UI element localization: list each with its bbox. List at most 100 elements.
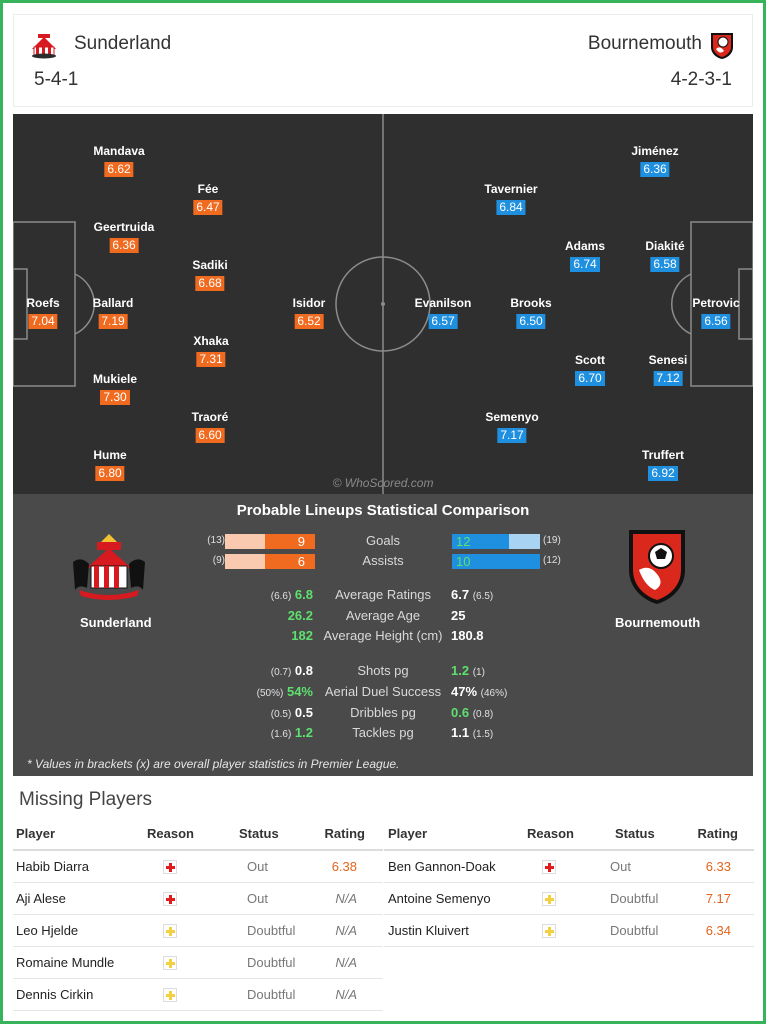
away-stat: 1.2 (1) <box>451 663 485 678</box>
col-status: Status <box>239 826 279 841</box>
missing-player-rating: N/A <box>335 987 357 1002</box>
home-overall-value: (9) <box>212 555 225 566</box>
injury-cross-icon <box>542 860 556 874</box>
away-stat: 25 <box>451 608 465 623</box>
away-stat: 0.6 (0.8) <box>451 705 493 720</box>
missing-player-rating: 6.38 <box>331 859 357 874</box>
missing-player-name[interactable]: Leo Hjelde <box>16 923 79 938</box>
stat-row: (6.6) 6.8 Average Ratings 6.7 (6.5) <box>13 587 753 605</box>
missing-player-name[interactable]: Ben Gannon-Doak <box>388 859 496 874</box>
player-card[interactable]: Brooks 6.50 <box>510 296 552 330</box>
away-bar-value: 12 <box>456 534 471 549</box>
home-bar-value: 9 <box>297 534 305 549</box>
player-rating: 6.58 <box>650 257 680 272</box>
player-card[interactable]: Mukiele 7.30 <box>93 372 137 406</box>
player-name: Senesi <box>648 353 688 367</box>
comparison-footnote: * Values in brackets (x) are overall pla… <box>27 757 400 771</box>
doubtful-cross-icon <box>542 892 556 906</box>
away-team-name[interactable]: Bournemouth <box>587 33 702 54</box>
player-rating: 7.30 <box>100 390 130 405</box>
stat-bar-row: (13) 9 Goals 12 (19) <box>13 532 753 550</box>
home-team-name[interactable]: Sunderland <box>74 33 172 54</box>
player-card[interactable]: Semenyo 7.17 <box>485 410 539 444</box>
player-name: Fée <box>197 182 219 196</box>
player-name: Mukiele <box>92 372 138 386</box>
stat-bar-row: (9) 6 Assists 10 (12) <box>13 552 753 570</box>
player-card[interactable]: Scott 6.70 <box>575 353 605 387</box>
player-card[interactable]: Senesi 7.12 <box>648 353 688 387</box>
player-card[interactable]: Petrovic 6.56 <box>692 296 740 330</box>
away-overall-value: (12) <box>543 555 561 566</box>
home-value: 182 <box>291 628 313 643</box>
player-name: Semenyo <box>485 410 539 424</box>
away-overall-value: (19) <box>543 535 561 546</box>
player-name: Mandava <box>93 144 145 158</box>
player-rating: 7.12 <box>653 371 683 386</box>
missing-player-row[interactable]: Romaine Mundle Doubtful N/A <box>13 947 383 979</box>
home-bar-track: 9 <box>225 534 315 549</box>
missing-player-name[interactable]: Dennis Cirkin <box>16 987 94 1002</box>
player-rating: 6.92 <box>648 466 678 481</box>
away-stat: 180.8 <box>451 628 484 643</box>
missing-player-row[interactable]: Ben Gannon-Doak Out 6.33 <box>384 851 754 883</box>
player-card[interactable]: Fée 6.47 <box>193 182 223 216</box>
stat-row: 26.2 Average Age 25 <box>13 608 753 626</box>
away-overall-value: (6.5) <box>472 591 494 602</box>
player-card[interactable]: Xhaka 7.31 <box>193 334 229 368</box>
home-overall-value: (13) <box>207 535 225 546</box>
injury-cross-icon <box>163 860 177 874</box>
missing-player-name[interactable]: Habib Diarra <box>16 859 89 874</box>
missing-player-row[interactable]: Justin Kluivert Doubtful 6.34 <box>384 915 754 947</box>
missing-player-name[interactable]: Romaine Mundle <box>16 955 115 970</box>
player-card[interactable]: Sadiki 6.68 <box>192 258 228 292</box>
away-bar-fill <box>452 534 510 549</box>
missing-player-status: Out <box>247 859 268 874</box>
player-rating: 6.70 <box>575 371 605 386</box>
home-stat: (0.5) 0.5 <box>271 705 313 720</box>
missing-player-rating: 6.34 <box>705 923 731 938</box>
missing-player-row[interactable]: Leo Hjelde Doubtful N/A <box>13 915 383 947</box>
player-name: Brooks <box>510 296 552 310</box>
away-stat: 6.7 (6.5) <box>451 587 493 602</box>
comparison-home-team: Sunderland <box>80 615 152 630</box>
missing-player-row[interactable]: Dennis Cirkin Doubtful N/A <box>13 979 383 1011</box>
player-card[interactable]: Mandava 6.62 <box>93 144 145 178</box>
col-reason: Reason <box>527 826 574 841</box>
player-card[interactable]: Hume 6.80 <box>93 448 127 482</box>
missing-player-name[interactable]: Justin Kluivert <box>388 923 469 938</box>
stat-row: (50%) 54% Aerial Duel Success 47% (46%) <box>13 684 753 702</box>
away-formation: 4-2-3-1 <box>670 69 732 90</box>
away-bar-track: 12 <box>452 534 540 549</box>
player-card[interactable]: Tavernier 6.84 <box>484 182 538 216</box>
missing-player-row[interactable]: Habib Diarra Out 6.38 <box>13 851 383 883</box>
stat-label: Average Age <box>345 608 421 623</box>
player-card[interactable]: Adams 6.74 <box>565 239 605 273</box>
home-stat: (0.7) 0.8 <box>271 663 313 678</box>
player-card[interactable]: Jiménez 6.36 <box>631 144 679 178</box>
comparison-away-team: Bournemouth <box>615 615 701 630</box>
missing-player-name[interactable]: Aji Alese <box>16 891 66 906</box>
stat-label: Average Ratings <box>335 587 431 602</box>
player-rating: 6.84 <box>496 200 526 215</box>
home-stat: (1.6) 1.2 <box>271 725 313 740</box>
player-card[interactable]: Roefs 7.04 <box>26 296 60 330</box>
player-card[interactable]: Truffert 6.92 <box>642 448 684 482</box>
missing-player-status: Doubtful <box>247 987 296 1002</box>
player-card[interactable]: Diakité 6.58 <box>645 239 685 273</box>
col-player: Player <box>388 826 428 841</box>
home-value: 0.5 <box>294 705 313 720</box>
missing-player-name[interactable]: Antoine Semenyo <box>388 891 491 906</box>
missing-player-status: Out <box>247 891 268 906</box>
missing-player-row[interactable]: Aji Alese Out N/A <box>13 883 383 915</box>
player-card[interactable]: Traoré 6.60 <box>192 410 228 444</box>
player-name: Truffert <box>642 448 684 462</box>
stat-label: Goals <box>366 533 400 548</box>
away-overall-value: (1) <box>472 667 485 678</box>
player-name: Sadiki <box>192 258 228 272</box>
player-card[interactable]: Ballard 7.19 <box>93 296 133 330</box>
player-card[interactable]: Isidor 6.52 <box>293 296 325 330</box>
player-name: Evanilson <box>414 296 472 310</box>
player-card[interactable]: Evanilson 6.57 <box>414 296 472 330</box>
player-card[interactable]: Geertruida 6.36 <box>94 220 154 254</box>
missing-player-row[interactable]: Antoine Semenyo Doubtful 7.17 <box>384 883 754 915</box>
